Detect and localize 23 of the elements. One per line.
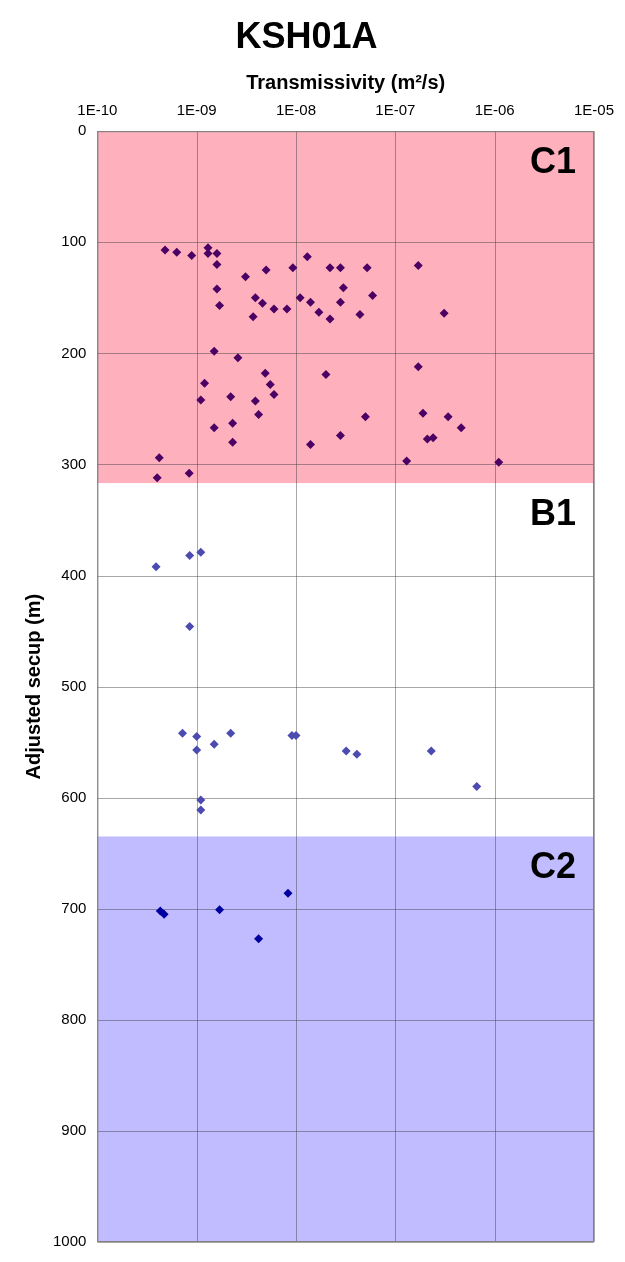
- y-tick-label: 600: [61, 787, 87, 805]
- x-tick-label: 1E-06: [474, 101, 515, 119]
- y-tick-label: 900: [61, 1121, 87, 1139]
- y-tick-label: 300: [61, 454, 87, 472]
- band-label: C1: [529, 140, 576, 182]
- y-tick-label: 800: [61, 1009, 87, 1027]
- x-tick-label: 1E-07: [375, 101, 416, 119]
- y-tick-label: 400: [61, 565, 87, 583]
- band-label: C2: [529, 845, 576, 887]
- x-tick-label: 1E-10: [77, 101, 118, 119]
- y-tick-label: 200: [61, 343, 87, 361]
- y-tick-label: 100: [61, 232, 87, 250]
- y-axis-title: Adjusted secup (m): [21, 593, 44, 780]
- y-tick-label: 700: [61, 898, 87, 916]
- y-tick-label: 500: [61, 676, 87, 694]
- x-axis-title: Transmissivity (m²/s): [246, 70, 446, 93]
- y-tick-label: 0: [78, 121, 87, 139]
- x-tick-label: 1E-08: [276, 101, 317, 119]
- x-tick-label: 1E-09: [176, 101, 217, 119]
- chart-title: KSH01A: [235, 14, 378, 56]
- band-label: B1: [529, 492, 576, 534]
- x-tick-label: 1E-05: [573, 101, 614, 119]
- y-tick-label: 1000: [52, 1232, 87, 1250]
